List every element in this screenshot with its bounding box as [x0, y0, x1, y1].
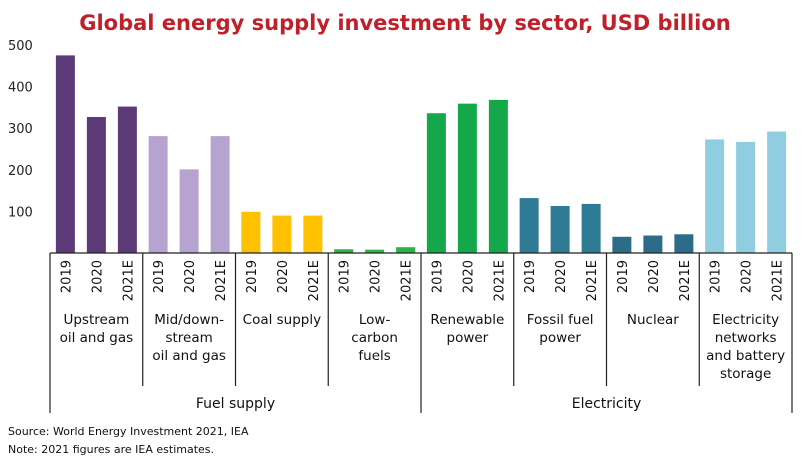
bar	[86, 116, 106, 253]
category-label: Coal supply	[243, 312, 321, 328]
category-label: networks	[715, 330, 777, 346]
bar	[272, 215, 292, 253]
bar	[55, 55, 75, 254]
year-label: 2021E	[492, 260, 507, 301]
bar	[303, 215, 323, 253]
year-label: 2019	[59, 260, 74, 293]
category-label: oil and gas	[60, 330, 134, 346]
bar	[457, 103, 477, 253]
bar	[148, 136, 168, 253]
category-label: Upstream	[63, 312, 129, 328]
bar	[365, 249, 385, 253]
bar	[426, 113, 446, 253]
year-label: 2020	[740, 260, 755, 293]
year-label: 2019	[430, 260, 445, 293]
y-tick-label: 500	[8, 39, 33, 54]
category-label: fuels	[358, 348, 390, 364]
year-label: 2021E	[400, 260, 415, 301]
group-label: Electricity	[572, 396, 642, 412]
category-label: and battery	[706, 348, 785, 364]
category-label: power	[539, 330, 581, 346]
y-tick-label: 400	[8, 81, 33, 96]
year-label: 2020	[276, 260, 291, 293]
year-label: 2021E	[214, 260, 229, 301]
bar	[736, 141, 756, 253]
category-label: stream	[165, 330, 212, 346]
year-label: 2020	[554, 260, 569, 293]
estimate-note: Note: 2021 figures are IEA estimates.	[8, 443, 215, 456]
year-label: 2020	[647, 260, 662, 293]
year-label: 2019	[523, 260, 538, 293]
bar	[612, 236, 632, 253]
year-label: 2020	[461, 260, 476, 293]
y-tick-label: 300	[8, 122, 33, 137]
group-label: Fuel supply	[196, 396, 275, 412]
year-label: 2021E	[585, 260, 600, 301]
year-label: 2019	[152, 260, 167, 293]
y-axis: 100 200 300 400 500	[8, 39, 33, 220]
category-label: Renewable	[430, 312, 504, 328]
year-label: 2021E	[121, 260, 136, 301]
category-label: storage	[720, 366, 771, 382]
bar	[117, 106, 137, 254]
bar	[179, 169, 199, 253]
bars	[55, 55, 787, 254]
x-axis: 2019 2020 2021E Upstream oil and gas 2019 2020…	[49, 252, 793, 413]
category-label: Low-	[359, 312, 391, 328]
bar	[767, 131, 787, 253]
year-label: 2019	[616, 260, 631, 293]
bar	[488, 99, 508, 253]
year-label: 2019	[338, 260, 353, 293]
bar	[643, 235, 663, 253]
bar	[519, 198, 539, 253]
y-tick-label: 100	[8, 205, 33, 220]
year-label: 2021E	[678, 260, 693, 301]
source-note: Source: World Energy Investment 2021, IE…	[8, 425, 249, 438]
bar	[241, 211, 261, 253]
category-label: oil and gas	[152, 348, 226, 364]
year-label: 2020	[90, 260, 105, 293]
category-label: Mid/down-	[154, 312, 224, 328]
bar	[581, 203, 601, 253]
year-label: 2021E	[307, 260, 322, 301]
category-label: power	[447, 330, 489, 346]
year-label: 2020	[369, 260, 384, 293]
year-label: 2019	[709, 260, 724, 293]
y-tick-label: 200	[8, 164, 33, 179]
year-label: 2020	[183, 260, 198, 293]
category-label: carbon	[351, 330, 398, 346]
bar	[550, 205, 570, 253]
category-label: Electricity	[712, 312, 779, 328]
category-label: Fossil fuel	[527, 312, 594, 328]
bar	[334, 249, 354, 253]
bar	[674, 234, 694, 253]
year-label: 2019	[245, 260, 260, 293]
bar	[705, 139, 725, 253]
category-label: Nuclear	[627, 312, 679, 328]
bar	[210, 136, 230, 253]
bar	[396, 247, 416, 253]
chart-title: Global energy supply investment by secto…	[79, 11, 731, 35]
year-label: 2021E	[771, 260, 786, 301]
